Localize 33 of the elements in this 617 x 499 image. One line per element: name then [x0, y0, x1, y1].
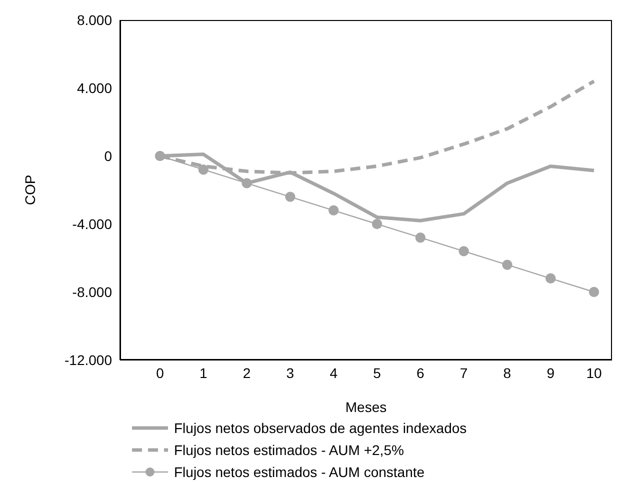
- point: [588, 286, 600, 298]
- x-tick-label: 2: [242, 364, 251, 381]
- legend-label: Flujos netos estimados - AUM +2,5%: [174, 442, 404, 458]
- x-tick-label: 7: [460, 364, 468, 381]
- y-tick-label: -8.000: [72, 284, 112, 300]
- legend-label: Flujos netos estimados - AUM constante: [174, 464, 425, 480]
- x-tick-label: 3: [286, 364, 294, 381]
- point: [458, 246, 469, 256]
- point: [285, 192, 296, 202]
- y-tick-label: 4.000: [76, 80, 112, 96]
- y-axis-title: COP: [22, 174, 38, 206]
- x-tick-label: 1: [200, 364, 208, 381]
- y-tick-label: 0: [104, 148, 112, 164]
- point: [546, 273, 556, 284]
- y-tick-label: -4.000: [72, 216, 112, 232]
- x-tick-label: 8: [503, 364, 512, 381]
- x-tick-label: 4: [330, 364, 338, 381]
- point: [242, 178, 252, 188]
- legend-label: Flujos netos observados de agentes indexados: [174, 420, 467, 436]
- x-tick-label: 0: [156, 364, 164, 381]
- x-axis-title: Meses: [345, 399, 387, 415]
- x-tick-label: 5: [373, 364, 382, 381]
- y-tick-label: 8.000: [76, 12, 112, 28]
- y-tick-label: -12.000: [64, 352, 112, 368]
- point: [328, 205, 339, 216]
- point: [502, 260, 512, 270]
- point: [198, 164, 208, 175]
- point: [154, 150, 166, 162]
- point: [372, 218, 382, 230]
- x-tick-label: 10: [586, 364, 602, 381]
- point: [415, 232, 426, 243]
- x-tick-label: 9: [546, 364, 555, 381]
- x-tick-label: 6: [416, 364, 424, 381]
